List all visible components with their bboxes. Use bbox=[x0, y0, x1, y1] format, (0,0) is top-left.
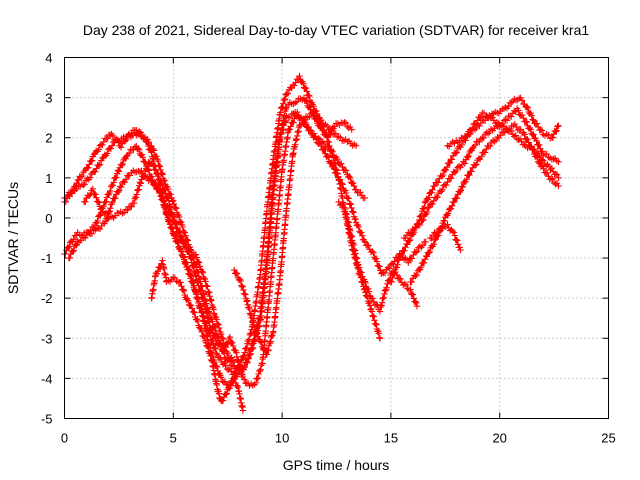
series-arc-f bbox=[148, 257, 247, 414]
series-arc-g bbox=[231, 108, 355, 358]
chart-title: Day 238 of 2021, Sidereal Day-to-day VTE… bbox=[83, 22, 589, 38]
series-arc-e bbox=[80, 159, 238, 366]
series-markers bbox=[335, 198, 421, 315]
series-markers bbox=[426, 221, 464, 254]
y-tick-label: -5 bbox=[41, 412, 53, 427]
y-axis-label: SDTVAR / TECUs bbox=[5, 182, 21, 294]
y-tick-label: -2 bbox=[41, 291, 53, 306]
x-tick-labels: 0 5 10 15 20 25 bbox=[61, 431, 616, 446]
series-arc-h bbox=[335, 198, 421, 315]
x-axis-label: GPS time / hours bbox=[283, 457, 390, 473]
series-arc-j bbox=[400, 105, 562, 242]
series-markers bbox=[444, 109, 562, 181]
x-tick-label: 0 bbox=[61, 431, 68, 446]
y-tick-label: 4 bbox=[45, 51, 52, 66]
x-tick-label: 15 bbox=[384, 431, 398, 446]
x-tick-label: 20 bbox=[492, 431, 506, 446]
y-tick-labels: -5 -4 -3 -2 -1 0 1 2 3 4 bbox=[41, 51, 53, 427]
series-arc-l bbox=[426, 221, 464, 254]
series-markers bbox=[65, 109, 429, 389]
x-tick-label: 25 bbox=[601, 431, 615, 446]
y-tick-label: -4 bbox=[41, 371, 53, 386]
series-markers bbox=[231, 108, 355, 358]
x-tick-label: 5 bbox=[170, 431, 177, 446]
y-tick-label: -1 bbox=[41, 251, 53, 266]
series-markers bbox=[400, 105, 562, 242]
y-tick-label: -3 bbox=[41, 331, 53, 346]
x-tick-label: 10 bbox=[275, 431, 289, 446]
y-tick-label: 1 bbox=[45, 171, 52, 186]
series-arc-c bbox=[65, 109, 429, 389]
series-markers bbox=[80, 159, 238, 366]
series-markers bbox=[148, 257, 247, 414]
y-tick-label: 0 bbox=[45, 211, 52, 226]
y-tick-label: 2 bbox=[45, 131, 52, 146]
y-tick-label: 3 bbox=[45, 91, 52, 106]
series-arc-m bbox=[444, 109, 562, 181]
plot-data bbox=[61, 72, 562, 414]
plot-frame bbox=[64, 57, 609, 419]
